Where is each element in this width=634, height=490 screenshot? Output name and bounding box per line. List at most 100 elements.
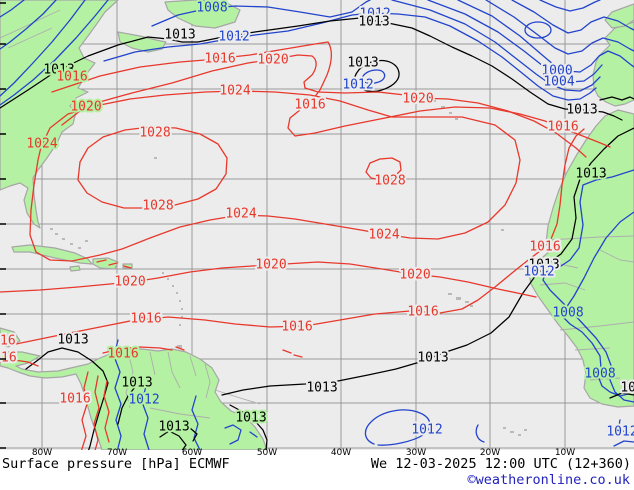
isobar-1008-north bbox=[151, 0, 371, 27]
isobar-label-1012: 1012 bbox=[128, 393, 159, 408]
lon-label-20W: 20W bbox=[479, 448, 501, 458]
isobar-1013-colombia bbox=[117, 386, 136, 425]
isobar-1012-colombia-2 bbox=[141, 385, 150, 450]
isobar-label-1020: 1020 bbox=[114, 275, 145, 290]
isobar-1020-south bbox=[0, 261, 537, 298]
lon-label-50W: 50W bbox=[256, 448, 278, 458]
isobar-label-1020: 1020 bbox=[402, 92, 433, 107]
isobar-label-1012: 1012 bbox=[342, 78, 373, 93]
land-hispaniola bbox=[92, 257, 119, 270]
isobar-label-1008: 1008 bbox=[196, 1, 227, 16]
isobar-label-1013: 1013 bbox=[158, 420, 189, 435]
landmass-layer bbox=[0, 0, 634, 450]
isobar-1013-atlas bbox=[599, 96, 634, 101]
isobar-1013-cutoff-low bbox=[353, 59, 400, 93]
isobar-label-1013: 1013 bbox=[575, 167, 606, 182]
land-north-america bbox=[0, 0, 119, 229]
isobar-label-1016: 1016 bbox=[204, 52, 235, 67]
isobar-0996-fan bbox=[485, 0, 634, 55]
pressure-map-canvas: 1008101210121013101310131012101310161020… bbox=[0, 0, 634, 450]
pressure-map: 1008 1012 1012 1013 1013 1013 1012 1013 1016 1020… bbox=[0, 0, 634, 450]
isobar-blue-nw-2 bbox=[0, 0, 109, 106]
isobar-label-1016: 1016 bbox=[59, 392, 90, 407]
isobar-label-1020: 1020 bbox=[70, 100, 101, 115]
isobar-1012-venezuela bbox=[191, 395, 201, 450]
isobar-1008-fan bbox=[391, 0, 601, 92]
island-specks bbox=[50, 100, 527, 436]
isobar-blue-africa-frag bbox=[618, 419, 634, 434]
isobar-blue-sa-frag2 bbox=[249, 431, 258, 438]
isobar-label-1016: 1016 bbox=[547, 120, 578, 135]
isobars-low-blue bbox=[0, 0, 634, 450]
isobar-label-1012: 1012 bbox=[606, 425, 634, 440]
isobar-1013-venezuela bbox=[159, 430, 187, 450]
credit-link[interactable]: ©weatheronline.co.uk bbox=[467, 472, 630, 488]
isobar-1000-fan bbox=[457, 0, 634, 73]
isobar-label-1016: 1016 bbox=[107, 347, 138, 362]
isobar-label-1016: 1016 bbox=[56, 70, 87, 85]
graticule-grid bbox=[0, 0, 634, 450]
isobar-1013-brazil-coast bbox=[229, 404, 268, 450]
isobar-blue-sa-frag bbox=[224, 424, 242, 445]
isobar-1008-africa bbox=[561, 211, 634, 397]
isobar-1016-south bbox=[0, 128, 585, 346]
isobar-label-1024: 1024 bbox=[225, 207, 256, 222]
isobar-label-1013: 1013 bbox=[417, 351, 448, 366]
isobar-1028-main bbox=[77, 126, 228, 209]
isobar-1013-right-edge bbox=[609, 392, 634, 399]
isobar-1024-loop bbox=[29, 90, 521, 262]
isobar-1012-south-frag bbox=[475, 424, 485, 443]
isobar-label-1013: 1013 bbox=[566, 103, 597, 118]
lon-label-80W: 80W bbox=[31, 448, 53, 458]
isobar-label-1013: 1013 bbox=[306, 381, 337, 396]
borders-rivers-layer bbox=[0, 9, 634, 419]
isobars-high-red bbox=[0, 41, 611, 450]
isobar-1004-fan bbox=[427, 0, 603, 83]
lon-label-60W: 60W bbox=[181, 448, 203, 458]
isobar-label-1016: 1016 bbox=[407, 305, 438, 320]
isobar-label-1028: 1028 bbox=[139, 126, 170, 141]
isobar-0992-fan bbox=[511, 0, 634, 34]
isobar-low-center-oval bbox=[524, 21, 552, 39]
lon-label-70W: 70W bbox=[106, 448, 128, 458]
isobar-1016-north bbox=[51, 41, 611, 148]
isobar-1013-venezuela2 bbox=[189, 427, 198, 442]
isobar-1012-cutoff-low bbox=[361, 69, 386, 84]
map-datetime: We 12-03-2025 12:00 UTC (12+360) bbox=[370, 456, 631, 472]
isobar-label-1020: 1020 bbox=[255, 258, 286, 273]
isobar-label-1012: 1012 bbox=[411, 423, 442, 438]
isobar-1012-africa-coast bbox=[542, 169, 634, 403]
isobar-label-1013: 1013 bbox=[528, 258, 559, 273]
land-cuba bbox=[11, 244, 93, 265]
isobar-label-1008: 1008 bbox=[584, 367, 615, 382]
isobar-1012-bottom-right bbox=[613, 440, 634, 447]
isobar-1013-africa-long bbox=[221, 127, 634, 396]
isobar-red-fragments bbox=[96, 259, 303, 358]
land-south-america bbox=[0, 348, 268, 450]
isobar-label-1012: 1012 bbox=[523, 265, 554, 280]
isobar-label-1013: 1013 bbox=[164, 28, 195, 43]
isobar-label-1016: 1016 bbox=[294, 98, 325, 113]
isobar-label-1028: 1028 bbox=[374, 174, 405, 189]
isobar-label-1016: 1016 bbox=[529, 240, 560, 255]
land-france bbox=[604, 3, 634, 29]
isobar-1013-panama bbox=[25, 347, 109, 450]
isobar-label-1016: 1016 bbox=[130, 312, 161, 327]
isobar-red-andes-1 bbox=[80, 371, 89, 450]
isobar-label-1024: 1024 bbox=[26, 137, 57, 152]
isobar-1012-north bbox=[103, 12, 597, 101]
isobar-label-1012: 1012 bbox=[218, 30, 249, 45]
isobar-label-1020: 1020 bbox=[399, 268, 430, 283]
footer-bar: 80W 70W 60W 50W 40W 30W 20W 10W Surface pressur… bbox=[0, 448, 634, 490]
isobar-blue-nw-1 bbox=[0, 0, 86, 97]
isobar-label-1000: 1000 bbox=[541, 64, 572, 79]
latitude-ticks bbox=[0, 2, 6, 449]
isobar-label-1016: 1016 bbox=[0, 334, 16, 349]
isobar-label-1024: 1024 bbox=[368, 228, 399, 243]
isobar-label-1013: 1013 bbox=[347, 56, 378, 71]
isobar-labels: 1008101210121013101310131012101310161020… bbox=[0, 0, 634, 442]
isobar-label-1020: 1020 bbox=[257, 53, 288, 68]
isobar-red-andes-2 bbox=[93, 375, 100, 450]
isobar-label-1024: 1024 bbox=[219, 84, 250, 99]
